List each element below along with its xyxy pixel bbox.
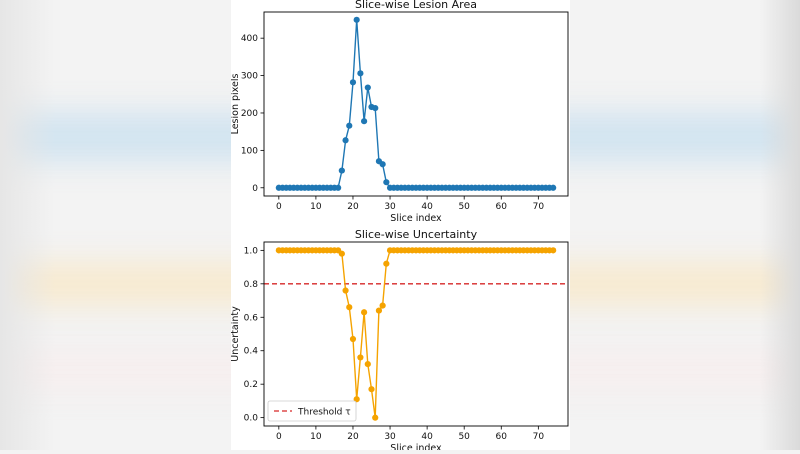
uncertainty-y-tick-label: 0.0: [244, 414, 259, 424]
area-data-point: [338, 167, 345, 174]
area-x-tick-label: 0: [276, 202, 282, 212]
uncertainty-chart-title: Slice-wise Uncertainty: [355, 228, 478, 241]
figure: Slice-wise Lesion Area 0 10 20 30 40 50 60 70 0 10…: [230, 0, 570, 454]
area-x-tick-label: 40: [421, 202, 433, 212]
area-data-point: [372, 105, 379, 112]
uncertainty-y-axis-label: Uncertainty: [231, 306, 241, 362]
uncertainty-y-tick-label: 0.2: [244, 380, 258, 390]
area-x-tick-label: 60: [496, 202, 508, 212]
uncertainty-y-tick-label: 1.0: [244, 246, 259, 256]
uncertainty-data-point: [368, 386, 375, 393]
area-data-point: [364, 84, 371, 91]
area-y-tick-label: 100: [241, 146, 258, 156]
uncertainty-data-point: [338, 250, 345, 257]
uncertainty-data-point: [346, 304, 353, 311]
area-x-axis-label: Slice index: [390, 213, 442, 224]
area-data-point: [353, 16, 360, 23]
uncertainty-x-tick-label: 60: [496, 432, 508, 442]
uncertainty-y-tick-label: 0.6: [244, 313, 259, 323]
uncertainty-data-point: [349, 335, 357, 343]
uncertainty-data-point: [379, 302, 386, 309]
uncertainty-y-tick-label: 0.4: [244, 347, 259, 357]
legend-label: Threshold τ: [297, 408, 351, 418]
uncertainty-data-point: [550, 247, 557, 254]
uncertainty-data-point: [364, 361, 371, 368]
uncertainty-x-tick-label: 0: [276, 432, 282, 442]
area-x-tick-label: 30: [384, 202, 396, 212]
uncertainty-y-tick-label: 0.8: [244, 280, 259, 290]
uncertainty-data-point: [383, 260, 390, 267]
uncertainty-x-axis-label: Slice index: [390, 443, 442, 450]
area-data-point: [360, 118, 368, 125]
uncertainty-x-tick-label: 70: [533, 432, 545, 442]
background-edge-right: [760, 0, 800, 450]
area-data-point: [346, 122, 353, 129]
area-chart-title: Slice-wise Lesion Area: [355, 0, 477, 11]
area-data-point: [379, 161, 386, 168]
uncertainty-data-point: [342, 287, 349, 294]
area-x-tick-label: 20: [347, 202, 359, 212]
uncertainty-data-point: [360, 309, 368, 316]
area-series-line: [278, 19, 554, 189]
background-edge-left: [0, 0, 55, 450]
uncertainty-x-tick-label: 30: [384, 432, 396, 442]
area-data-point: [383, 179, 390, 186]
area-x-tick-label: 50: [458, 202, 470, 212]
uncertainty-data-point: [372, 414, 379, 421]
area-data-point: [335, 184, 342, 191]
area-y-tick-label: 400: [241, 34, 258, 44]
figure-canvas: Slice-wise Lesion Area 0 10 20 30 40 50 60 70 0 10…: [230, 0, 569, 454]
legend-box: [267, 400, 357, 422]
uncertainty-series-line: [278, 249, 554, 418]
area-y-tick-label: 0: [252, 184, 258, 194]
area-plot-frame: [263, 11, 569, 197]
area-data-point: [357, 70, 364, 77]
uncertainty-data-point: [375, 307, 383, 314]
uncertainty-x-tick-label: 10: [310, 432, 322, 442]
area-data-point: [349, 79, 357, 86]
area-x-tick-label: 10: [310, 202, 322, 212]
area-y-tick-label: 200: [241, 109, 258, 119]
uncertainty-plot-frame: [263, 241, 569, 427]
area-y-tick-label: 300: [241, 72, 258, 82]
uncertainty-x-tick-label: 50: [458, 432, 470, 442]
area-x-tick-label: 70: [533, 202, 545, 212]
uncertainty-x-tick-label: 20: [347, 432, 359, 442]
area-data-point: [550, 184, 557, 191]
uncertainty-x-tick-label: 40: [421, 432, 433, 442]
area-y-axis-label: Lesion pixels: [231, 74, 241, 135]
uncertainty-data-point: [357, 354, 364, 361]
area-data-point: [342, 137, 349, 144]
